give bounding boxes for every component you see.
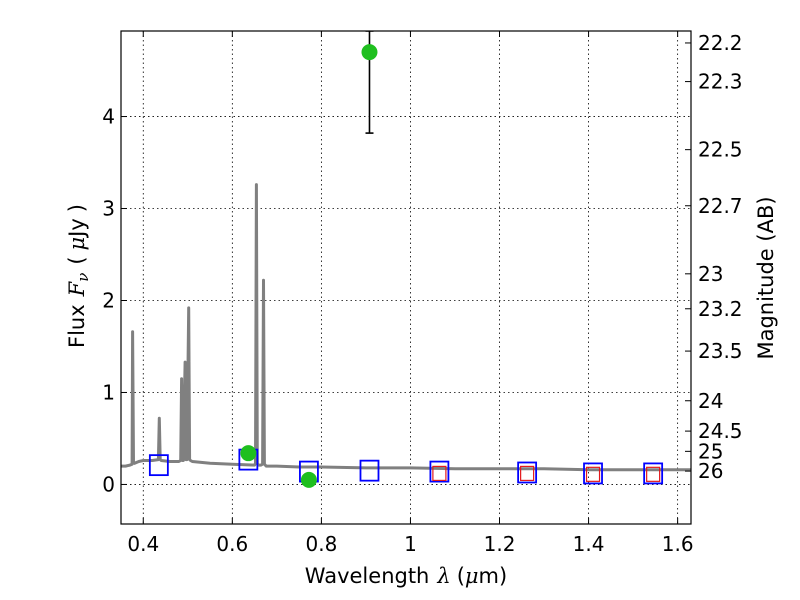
observed-point — [361, 44, 378, 61]
model-square — [583, 462, 603, 485]
y2-tick-label: 23.2 — [698, 297, 743, 321]
y-tick-label: 2 — [102, 288, 115, 312]
model-square — [359, 459, 380, 482]
y-tick-label: 3 — [102, 197, 115, 221]
y2-axis-label: Magnitude (AB) — [754, 196, 778, 359]
model-square — [429, 460, 450, 483]
y2-tick-label: 26 — [698, 459, 723, 483]
plot-background — [121, 31, 691, 524]
x-tick-label: 0.6 — [216, 532, 248, 556]
grid-lines — [121, 31, 691, 524]
spectrum-line — [121, 183, 691, 472]
y2-tick-label: 23 — [698, 262, 723, 286]
model-square — [148, 454, 169, 477]
x-tick-label: 0.8 — [305, 532, 337, 556]
observed-point — [240, 445, 257, 462]
y2-tick-label: 22.2 — [698, 31, 743, 55]
y2-tick-label: 22.3 — [698, 70, 743, 94]
y2-tick-label: 25 — [698, 439, 723, 463]
y-axis-label: FluxFν(μJy) — [65, 204, 92, 348]
y-tick-label: 4 — [102, 105, 115, 129]
y2-tick-label: 24 — [698, 389, 723, 413]
y2-tick-label: 23.5 — [698, 339, 743, 363]
model-square-inner — [432, 465, 447, 482]
observed-point — [300, 471, 317, 488]
x-tick-label: 1 — [404, 532, 417, 556]
data-layer — [121, 31, 691, 488]
y2-tick-label: 22.5 — [698, 138, 743, 162]
axis-ticks — [121, 31, 691, 524]
model-square — [643, 462, 664, 485]
model-square-inner — [646, 466, 661, 482]
y2-tick-label: 24.5 — [698, 419, 743, 443]
x-tick-label: 0.4 — [127, 532, 159, 556]
y-tick-label: 0 — [102, 472, 115, 496]
plot-frame — [120, 30, 692, 525]
x-axis-label: Wavelength λ (μm) — [305, 564, 507, 588]
model-square-inner — [585, 466, 601, 482]
x-tick-label: 1.6 — [662, 532, 694, 556]
x-tick-label: 1.2 — [484, 532, 516, 556]
plot-area — [120, 30, 692, 525]
model-square-inner — [520, 465, 535, 482]
model-square — [517, 461, 538, 484]
y-tick-label: 1 — [102, 380, 115, 404]
x-tick-label: 1.4 — [573, 532, 605, 556]
y2-tick-label: 22.7 — [698, 194, 743, 218]
